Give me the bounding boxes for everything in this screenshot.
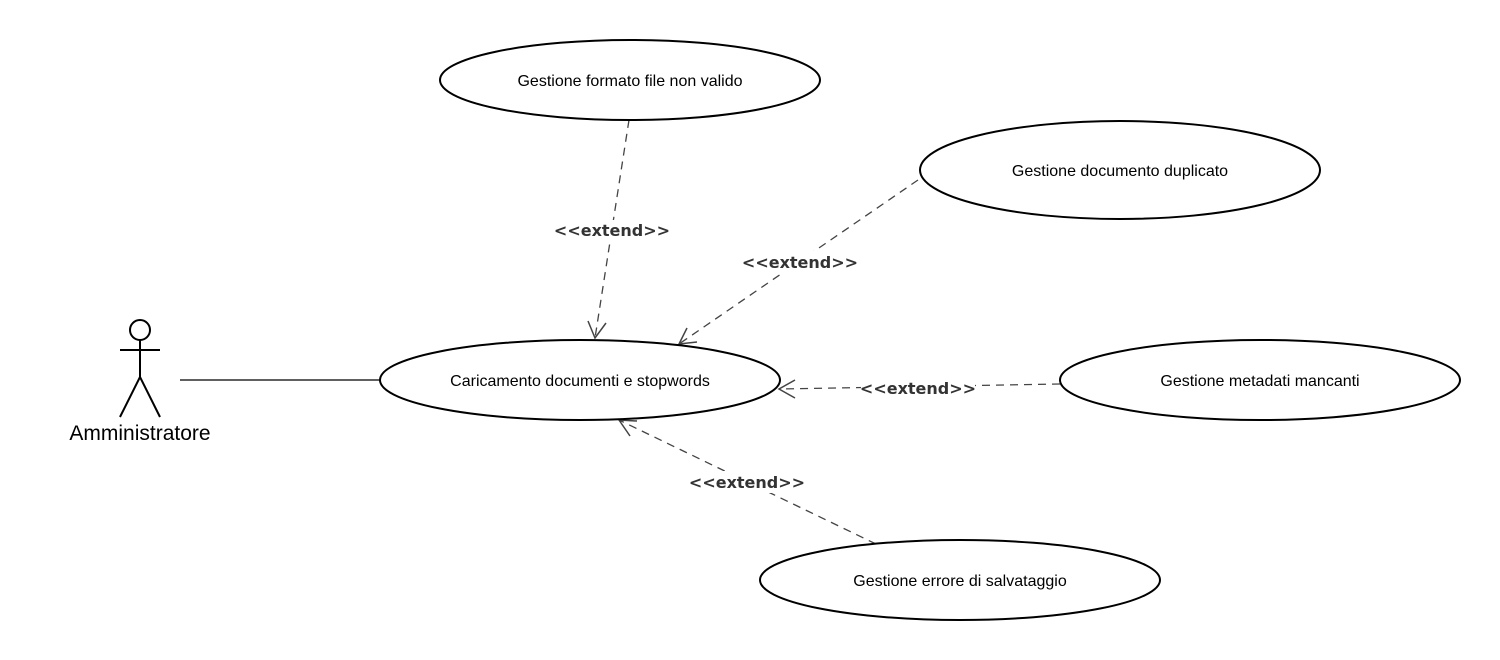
actor-left-leg [119, 376, 141, 418]
use-case-metadati[interactable]: Gestione metadati mancanti [1059, 339, 1461, 421]
actor-right-leg [139, 376, 161, 418]
arrow-head-metadati [777, 379, 796, 399]
actor-amministratore[interactable]: Amministratore [69, 319, 211, 445]
use-case-main[interactable]: Caricamento documenti e stopwords [379, 339, 781, 421]
extend-label-errore: <<extend>> [689, 473, 805, 492]
use-case-duplicato-shape [919, 120, 1321, 220]
extend-label-duplicato: <<extend>> [742, 253, 858, 272]
use-case-duplicato-label: Gestione documento duplicato [1012, 163, 1228, 180]
extend-label-formato: <<extend>> [554, 221, 670, 240]
use-case-formato-label: Gestione formato file non valido [517, 73, 742, 90]
use-case-errore-shape [759, 539, 1161, 621]
extend-relation-formato [587, 119, 630, 340]
use-case-metadati-shape [1059, 339, 1461, 421]
arrow-head-formato [587, 320, 607, 340]
use-case-errore[interactable]: Gestione errore di salvataggio [759, 539, 1161, 621]
extend-label-metadati-group: <<extend>> [860, 377, 976, 399]
extend-label-errore-group: <<extend>> [689, 471, 805, 493]
arrow-head-duplicato [677, 327, 698, 345]
use-case-main-shape [379, 339, 781, 421]
extend-label-metadati: <<extend>> [860, 379, 976, 398]
use-case-formato-shape [439, 39, 821, 121]
use-case-duplicato[interactable]: Gestione documento duplicato [919, 120, 1321, 220]
actor-head [129, 319, 151, 341]
use-case-errore-label: Gestione errore di salvataggio [853, 573, 1067, 590]
use-case-main-label: Caricamento documenti e stopwords [450, 373, 710, 390]
actor-name: Amministratore [69, 422, 210, 445]
extend-line-formato [594, 119, 630, 339]
extend-label-formato-group: <<extend>> [554, 220, 670, 242]
extend-label-duplicato-group: <<extend>> [742, 251, 858, 273]
use-case-formato[interactable]: Gestione formato file non valido [439, 39, 821, 121]
use-case-metadati-label: Gestione metadati mancanti [1160, 373, 1359, 390]
